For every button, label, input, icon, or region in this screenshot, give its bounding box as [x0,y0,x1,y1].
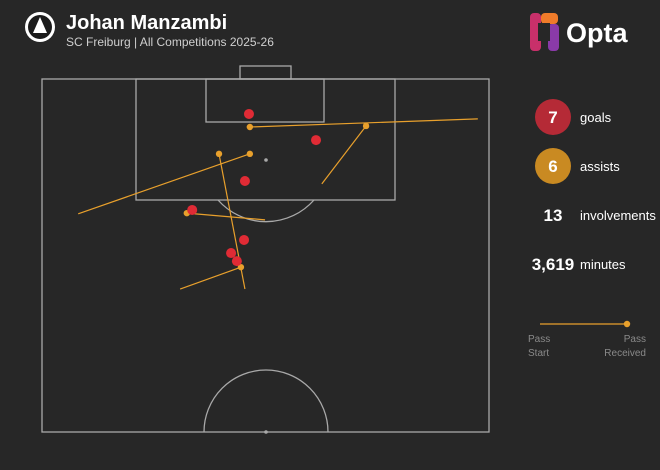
stat-label: assists [580,159,620,174]
pitch [41,65,490,434]
subtitle: SC Freiburg | All Competitions 2025-26 [66,35,274,49]
title: Johan Manzambi [66,12,227,34]
stat-badge [535,148,571,184]
assist-received [246,123,254,131]
legend-start: Start [528,348,549,359]
assist-pass [321,125,367,185]
stat-label: minutes [580,257,626,272]
legend-start: Pass [528,334,550,345]
assist-pass [179,266,242,290]
assist-received [237,263,245,271]
stat-badge [535,99,571,135]
goal [239,234,250,245]
assist-pass [249,118,478,128]
goal [231,256,242,267]
legend-received: Received [604,348,646,359]
brand-name: Opta [566,18,628,48]
stat-value: 6 [548,157,557,176]
stat-value: 13 [544,206,563,225]
goal [239,176,250,187]
stat-value: 3,619 [532,255,575,274]
goal [187,204,198,215]
assist-received [215,150,223,158]
assist-received [362,122,370,130]
brand-logo: Opta [530,13,628,51]
goal [311,135,322,146]
legend-dot [623,320,631,328]
goal [226,248,237,259]
stat-label: goals [580,110,612,125]
assist-pass [186,212,266,221]
goal [243,108,254,119]
assist-received [246,150,254,158]
legend-received: Pass [624,334,646,345]
stat-value: 7 [548,108,557,127]
stat-label: involvements [580,208,656,223]
marks [78,108,478,290]
club-badge [25,12,55,42]
stats: 7 goals 6 assists 13 involvements 3,619 minutes… [528,99,656,359]
